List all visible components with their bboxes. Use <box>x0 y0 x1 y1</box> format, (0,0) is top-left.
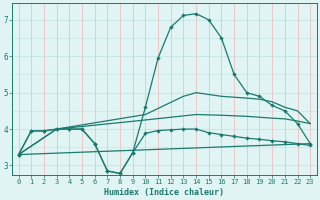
X-axis label: Humidex (Indice chaleur): Humidex (Indice chaleur) <box>104 188 224 197</box>
